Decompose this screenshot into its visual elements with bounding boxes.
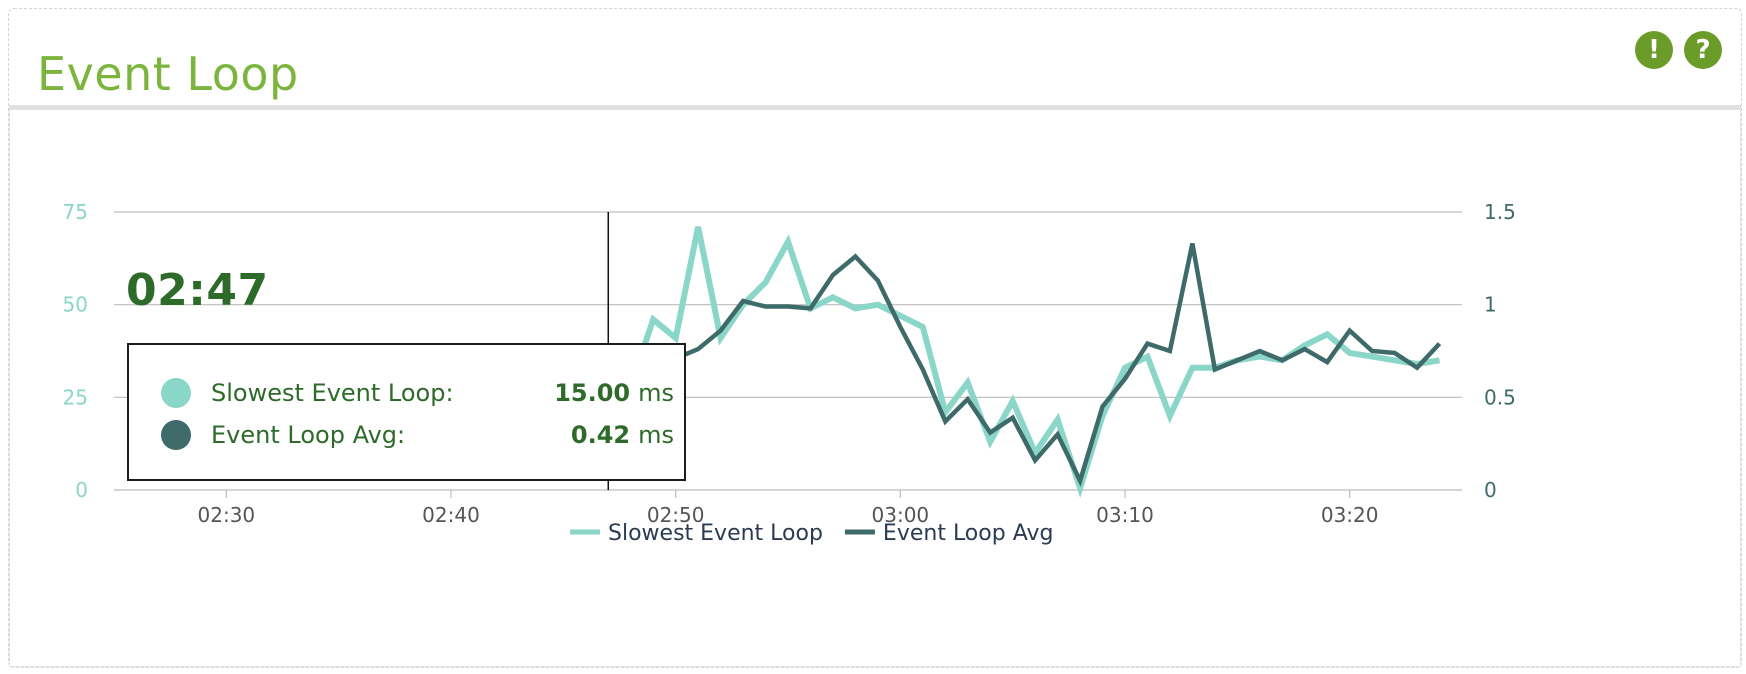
hover-time-readout: 02:47 bbox=[126, 265, 269, 316]
legend-label: Event Loop Avg bbox=[883, 521, 1054, 546]
y-left-tick-label: 50 bbox=[63, 293, 88, 317]
tooltip-label: Event Loop Avg: bbox=[211, 421, 406, 449]
y-right-tick-label: 0 bbox=[1484, 478, 1497, 502]
event-loop-panel: Event Loop ! ? 0 25 50 75 0 0.5 1 1.5 02:30 02:40… bbox=[8, 8, 1742, 668]
x-tick-label: 03:00 bbox=[872, 503, 930, 527]
tooltip-unit: ms bbox=[638, 379, 674, 407]
y-left-tick-label: 75 bbox=[63, 200, 88, 224]
x-tick-label: 02:50 bbox=[647, 503, 705, 527]
y-left-tick-label: 25 bbox=[63, 385, 88, 409]
y-right-tick-label: 0.5 bbox=[1484, 385, 1516, 409]
tooltip-value: 0.42 bbox=[570, 421, 631, 449]
avg-dot-icon bbox=[161, 420, 191, 450]
y-left-tick-label: 0 bbox=[75, 478, 88, 502]
help-icon[interactable]: ? bbox=[1684, 31, 1722, 69]
slowest-dot-icon bbox=[161, 378, 191, 408]
y-right-tick-label: 1.5 bbox=[1484, 200, 1516, 224]
series-line-avg bbox=[606, 243, 1442, 487]
alert-icon[interactable]: ! bbox=[1635, 31, 1673, 69]
panel-title: Event Loop bbox=[37, 47, 299, 101]
chart-tooltip: Slowest Event Loop: 15.00 ms Event Loop … bbox=[127, 343, 686, 481]
x-tick-label: 02:40 bbox=[422, 503, 480, 527]
tooltip-row-slowest: Slowest Event Loop: 15.00 ms bbox=[161, 375, 674, 411]
x-tick-label: 03:20 bbox=[1321, 503, 1379, 527]
x-tick-label: 03:10 bbox=[1096, 503, 1154, 527]
tooltip-label: Slowest Event Loop: bbox=[211, 379, 454, 407]
tooltip-unit: ms bbox=[638, 421, 674, 449]
legend-label: Slowest Event Loop bbox=[608, 521, 823, 546]
tooltip-value: 15.00 bbox=[554, 379, 631, 407]
x-tick-label: 02:30 bbox=[198, 503, 256, 527]
y-right-tick-label: 1 bbox=[1484, 293, 1497, 317]
tooltip-row-avg: Event Loop Avg: 0.42 ms bbox=[161, 417, 674, 453]
panel-header: Event Loop ! ? bbox=[9, 9, 1741, 110]
